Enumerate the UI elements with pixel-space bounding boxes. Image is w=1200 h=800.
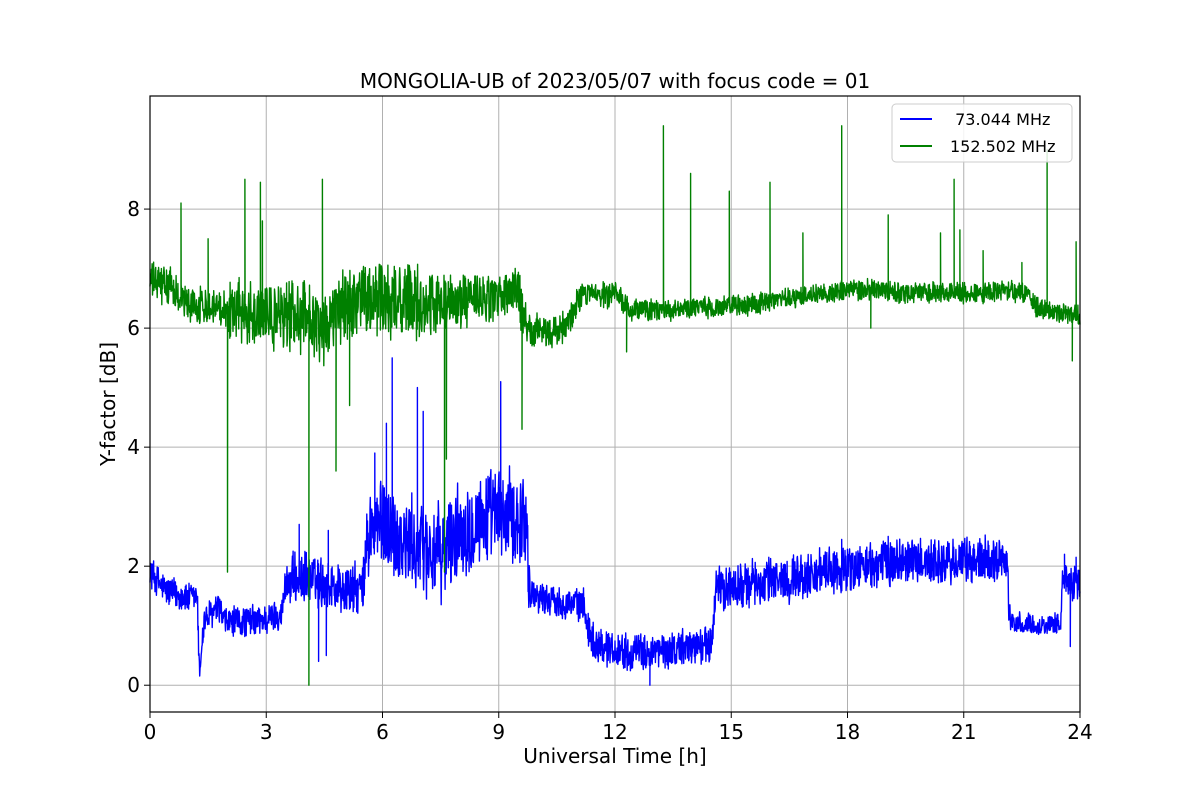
series-layer <box>149 125 1081 686</box>
x-tick-label: 6 <box>376 720 389 744</box>
y-tick-label: 6 <box>127 316 140 340</box>
y-tick-label: 4 <box>127 435 140 459</box>
x-axis-label: Universal Time [h] <box>523 744 706 768</box>
y-tick-label: 2 <box>127 554 140 578</box>
x-tick-label: 24 <box>1067 720 1092 744</box>
legend-label-152mhz: 152.502 MHz <box>950 137 1055 156</box>
x-tick-label: 12 <box>602 720 627 744</box>
legend: 73.044 MHz 152.502 MHz <box>891 103 1073 163</box>
x-tick-label: 3 <box>260 720 273 744</box>
legend-box <box>891 103 1073 163</box>
y-tick-label: 0 <box>127 673 140 697</box>
x-tick-label: 21 <box>951 720 976 744</box>
x-tick-label: 9 <box>492 720 505 744</box>
y-axis-label: Y-factor [dB] <box>96 342 120 467</box>
series-line-152mhz <box>149 125 1081 686</box>
x-tick-label: 0 <box>144 720 157 744</box>
x-tick-label: 18 <box>835 720 860 744</box>
series-line-73mhz <box>149 357 1081 686</box>
x-tick-label: 15 <box>719 720 744 744</box>
chart-title: MONGOLIA-UB of 2023/05/07 with focus cod… <box>360 69 870 93</box>
legend-label-73mhz: 73.044 MHz <box>950 110 1050 129</box>
y-tick-label: 8 <box>127 197 140 221</box>
